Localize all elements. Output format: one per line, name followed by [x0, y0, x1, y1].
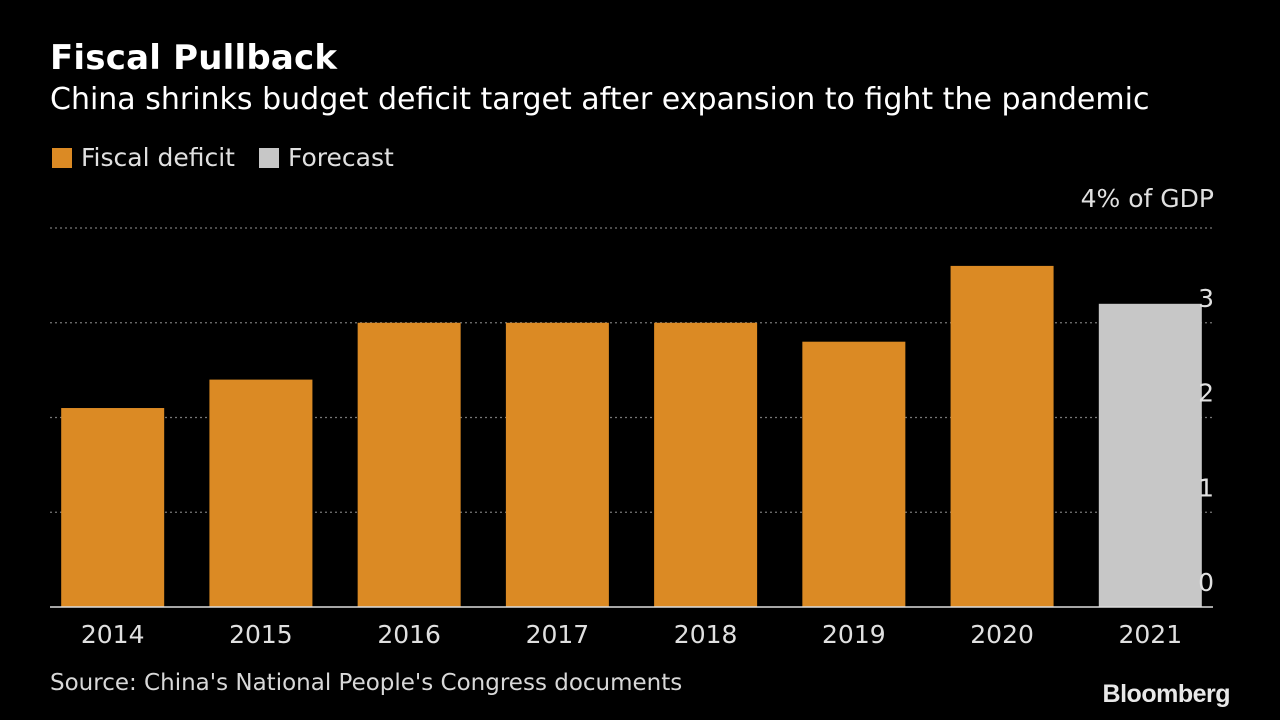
y-tick-label: 0: [1198, 568, 1214, 597]
x-tick-label: 2020: [970, 620, 1034, 649]
y-tick-label: 1: [1198, 473, 1214, 502]
x-tick-label: 2014: [81, 620, 145, 649]
legend-label-forecast: Forecast: [287, 143, 394, 172]
bar-fiscal-deficit-2016: [357, 322, 461, 607]
x-tick-label: 2015: [229, 620, 293, 649]
y-tick-label: 2: [1198, 379, 1214, 408]
bar-fiscal-deficit-2015: [209, 379, 313, 607]
x-tick-label: 2018: [674, 620, 738, 649]
chart-title: Fiscal Pullback: [50, 38, 338, 78]
legend-swatch-forecast: [258, 147, 279, 168]
source-note: Source: China's National People's Congre…: [50, 670, 683, 696]
bar-fiscal-deficit-2018: [654, 322, 758, 607]
bar-forecast-2021: [1098, 303, 1202, 607]
legend-swatch-fiscal-deficit: [52, 147, 72, 168]
x-tick-label: 2017: [526, 620, 590, 649]
bloomberg-logo: Bloomberg: [1102, 680, 1231, 708]
x-tick-label: 2021: [1119, 620, 1183, 649]
bar-fiscal-deficit-2017: [505, 322, 609, 607]
bar-fiscal-deficit-2020: [950, 265, 1054, 607]
x-tick-label: 2016: [377, 620, 441, 649]
legend-item-forecast: Forecast: [258, 143, 394, 172]
legend-label-fiscal-deficit: Fiscal deficit: [81, 143, 235, 172]
bar-fiscal-deficit-2014: [61, 408, 165, 607]
chart-subtitle: China shrinks budget deficit target afte…: [50, 82, 1150, 117]
y-tick-label: 3: [1198, 284, 1214, 313]
y-axis-unit-label: 4% of GDP: [1080, 184, 1214, 213]
x-tick-label: 2019: [822, 620, 886, 649]
legend-item-fiscal-deficit: Fiscal deficit: [52, 143, 235, 172]
legend: Fiscal deficit Forecast: [52, 143, 418, 172]
bar-fiscal-deficit-2019: [802, 341, 906, 607]
